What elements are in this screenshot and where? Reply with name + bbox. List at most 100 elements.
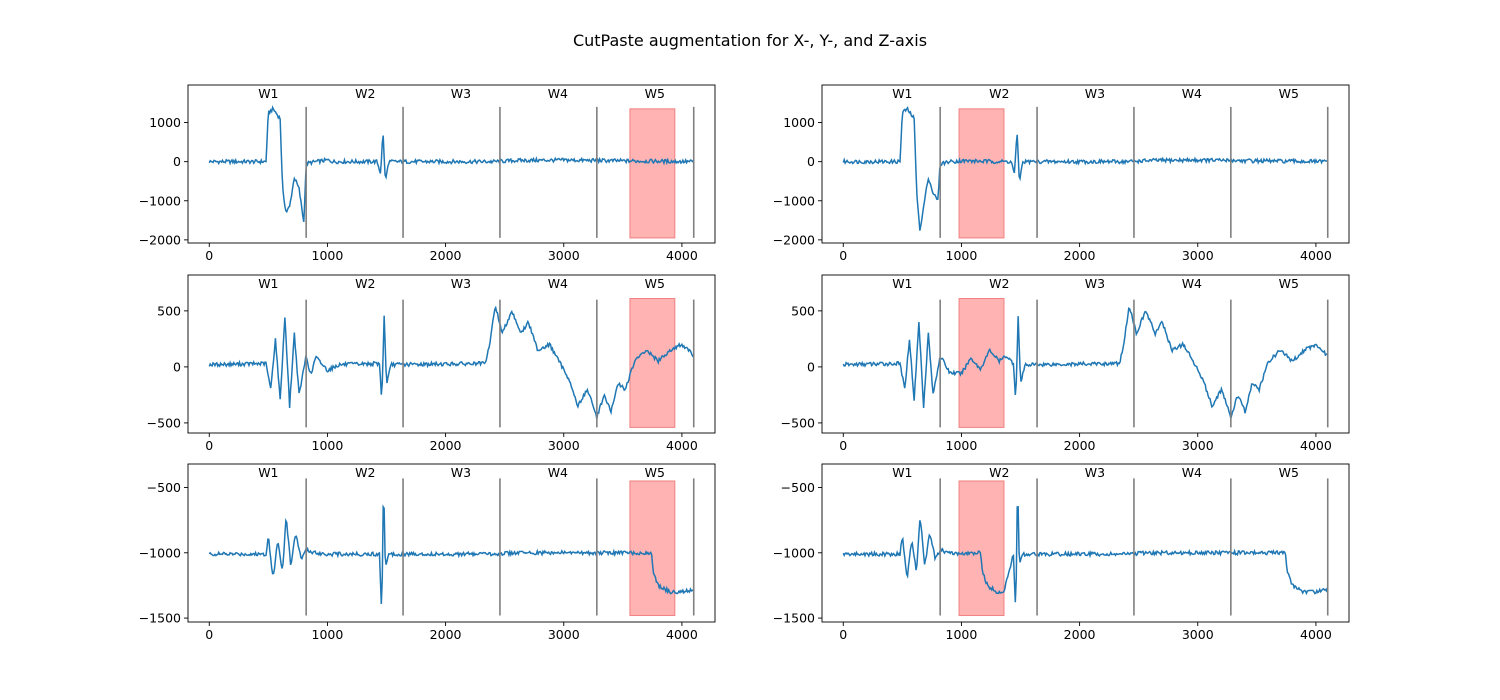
x-tick-label: 3000 [1182,438,1214,453]
window-label-w5: W5 [645,465,665,480]
figure-title: CutPaste augmentation for X-, Y-, and Z-… [572,31,928,50]
cutpaste-highlight-region [958,108,1005,239]
cutpaste-highlight-region [958,298,1005,428]
y-tick-label: 500 [791,303,815,318]
x-tick-label: 3000 [548,627,580,642]
window-label-w3: W3 [1085,86,1105,101]
x-tick-label: 3000 [1182,627,1214,642]
window-label-w5: W5 [645,276,665,291]
y-tick-label: −2000 [139,232,181,247]
x-tick-label: 4000 [1300,627,1332,642]
y-tick-label: −1500 [139,611,181,626]
window-label-w5: W5 [1279,465,1299,480]
y-tick-label: 500 [157,303,181,318]
window-label-w3: W3 [451,465,471,480]
subplot-y-right: W1 W2 W3 W4 W5 0 1000 2000 3000 4000 −500 0 500 [781,274,1350,453]
cutpaste-highlight-region [629,108,676,239]
x-tick-label: 0 [839,248,847,263]
subplot-y-left: W1 W2 W3 W4 W5 0 1000 2000 3000 4000 −500 0 500 [147,274,716,453]
window-label-w1: W1 [892,465,912,480]
x-tick-label: 0 [205,438,213,453]
signal-line [842,307,1328,419]
subplot-z-left: W1 W2 W3 W4 W5 0 1000 2000 3000 4000 −1500 −1000 −50… [139,463,716,642]
window-label-w2: W2 [355,465,375,480]
window-label-w1: W1 [258,276,278,291]
y-tick-label: −500 [781,415,815,430]
x-tick-label: 1000 [946,627,978,642]
y-tick-label: −1500 [773,611,815,626]
subplot-z-right: W1 W2 W3 W4 W5 0 1000 2000 3000 4000 −1500 −1000 −50… [773,463,1350,642]
window-label-w3: W3 [451,276,471,291]
y-tick-label: −1000 [139,193,181,208]
window-label-w2: W2 [989,86,1009,101]
x-tick-label: 0 [205,627,213,642]
window-label-w4: W4 [548,276,568,291]
signal-line [208,105,694,223]
y-tick-label: −1000 [773,545,815,560]
x-tick-label: 2000 [1064,627,1096,642]
axes-frame [187,84,716,244]
axes-frame [821,463,1350,623]
x-tick-label: 2000 [430,248,462,263]
axes-frame [821,84,1350,244]
cutpaste-highlight-region [958,480,1005,616]
window-label-w5: W5 [1279,276,1299,291]
x-tick-label: 1000 [312,438,344,453]
x-tick-label: 4000 [666,438,698,453]
y-tick-label: −1000 [773,193,815,208]
x-tick-label: 4000 [666,627,698,642]
x-tick-label: 3000 [548,438,580,453]
x-tick-label: 0 [839,438,847,453]
signal-line [842,106,1328,231]
subplot-x-right: W1 W2 W3 W4 W5 0 1000 2000 3000 4000 −2000 −1000 0 10… [773,84,1350,263]
x-tick-label: 2000 [430,438,462,453]
window-label-w2: W2 [355,86,375,101]
window-label-w4: W4 [1182,276,1202,291]
window-label-w5: W5 [645,86,665,101]
y-tick-label: 0 [807,359,815,374]
y-tick-label: −500 [781,480,815,495]
window-label-w4: W4 [548,86,568,101]
window-label-w3: W3 [1085,465,1105,480]
axes-frame [187,463,716,623]
window-label-w1: W1 [258,465,278,480]
y-tick-label: 0 [173,359,181,374]
x-tick-label: 1000 [312,627,344,642]
window-label-w1: W1 [258,86,278,101]
subplot-x-left: W1 W2 W3 W4 W5 0 1000 2000 3000 4000 −2000 −1000 0 10… [139,84,716,263]
y-tick-label: 0 [807,154,815,169]
x-tick-label: 3000 [1182,248,1214,263]
window-label-w3: W3 [451,86,471,101]
x-tick-label: 1000 [312,248,344,263]
y-tick-label: −500 [147,480,181,495]
y-tick-label: 0 [173,154,181,169]
window-label-w4: W4 [1182,465,1202,480]
y-tick-label: 1000 [783,115,815,130]
x-tick-label: 4000 [666,248,698,263]
x-tick-label: 4000 [1300,248,1332,263]
cutpaste-highlight-region [629,480,676,616]
signal-line [208,305,694,420]
x-tick-label: 4000 [1300,438,1332,453]
window-label-w4: W4 [1182,86,1202,101]
x-tick-label: 2000 [430,627,462,642]
window-label-w2: W2 [989,276,1009,291]
axes-frame [187,274,716,434]
signal-line [208,504,694,604]
x-tick-label: 0 [205,248,213,263]
signal-line [842,505,1328,603]
window-label-w1: W1 [892,86,912,101]
x-tick-label: 3000 [548,248,580,263]
cutpaste-highlight-region [629,298,676,428]
x-tick-label: 1000 [946,438,978,453]
window-label-w3: W3 [1085,276,1105,291]
window-label-w1: W1 [892,276,912,291]
x-tick-label: 0 [839,627,847,642]
window-label-w4: W4 [548,465,568,480]
y-tick-label: 1000 [149,115,181,130]
window-label-w5: W5 [1279,86,1299,101]
window-label-w2: W2 [989,465,1009,480]
y-tick-label: −1000 [139,545,181,560]
axes-frame [821,274,1350,434]
